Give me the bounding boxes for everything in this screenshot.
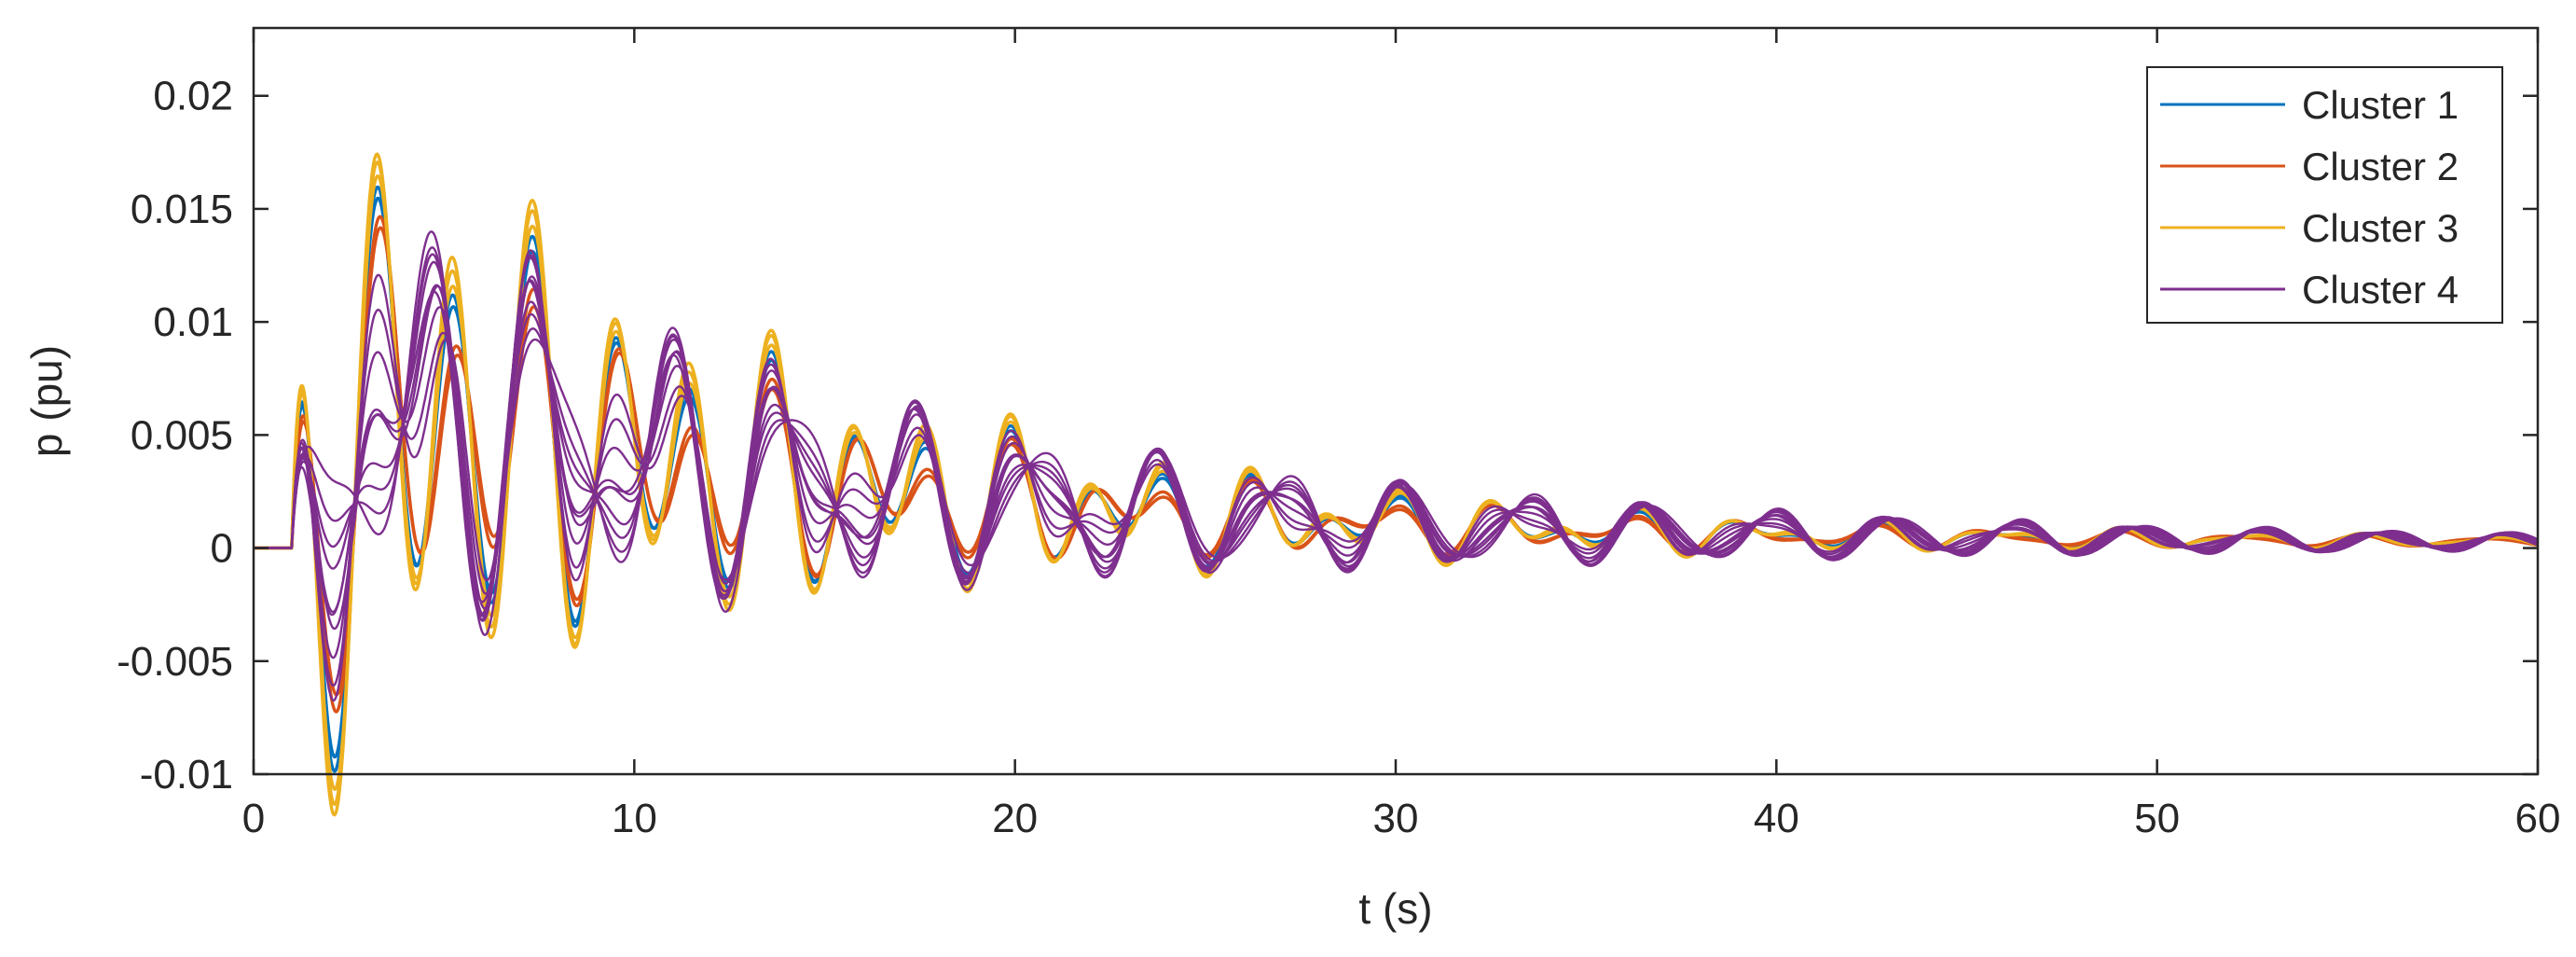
legend-entry: Cluster 4 bbox=[2302, 268, 2459, 312]
series-line bbox=[253, 174, 2539, 791]
legend-entry: Cluster 2 bbox=[2302, 145, 2459, 188]
legend-entry: Cluster 3 bbox=[2302, 206, 2459, 250]
series-line bbox=[253, 253, 2539, 621]
y-axis: -0.01 -0.005 0 0.005 0.01 0.015 0.02 bbox=[117, 74, 2538, 798]
y-tick-label: 0.01 bbox=[153, 299, 233, 345]
x-tick-label: 40 bbox=[1754, 796, 1799, 841]
y-axis-label: p (pu) bbox=[22, 345, 71, 457]
plot-lines bbox=[253, 152, 2539, 817]
series-line bbox=[253, 254, 2539, 687]
y-tick-label: 0.02 bbox=[153, 74, 233, 119]
y-tick-label: 0 bbox=[211, 526, 233, 572]
x-tick-label: 30 bbox=[1373, 796, 1419, 841]
x-tick-label: 20 bbox=[992, 796, 1038, 841]
legend-box bbox=[2146, 66, 2503, 324]
x-tick-label: 10 bbox=[612, 796, 657, 841]
y-tick-label: 0.005 bbox=[131, 412, 233, 458]
series-line bbox=[253, 275, 2539, 636]
y-tick-label: -0.005 bbox=[117, 639, 233, 685]
x-axis: 0 10 20 30 40 50 60 bbox=[242, 28, 2561, 841]
series-4 bbox=[253, 230, 2539, 702]
x-tick-label: 60 bbox=[2515, 796, 2561, 841]
x-tick-label: 50 bbox=[2134, 796, 2180, 841]
y-tick-label: 0.015 bbox=[131, 187, 233, 232]
legend-entry: Cluster 1 bbox=[2302, 83, 2459, 127]
series-line bbox=[253, 230, 2539, 603]
x-tick-label: 0 bbox=[242, 796, 265, 841]
x-axis-label: t (s) bbox=[1358, 884, 1432, 933]
y-tick-label: -0.01 bbox=[140, 752, 233, 798]
legend: Cluster 1 Cluster 2 Cluster 3 Cluster 4 bbox=[2146, 66, 2503, 324]
